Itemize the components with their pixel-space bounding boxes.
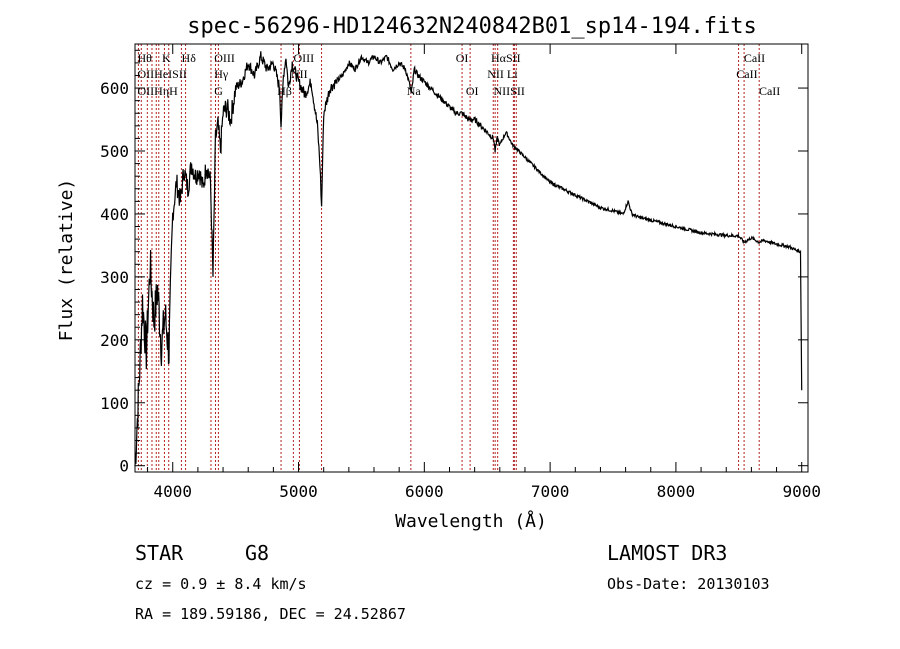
x-axis-label: Wavelength (Å) [395, 510, 547, 532]
marker-label-row1-d: OIII [214, 51, 235, 65]
marker-label-row3-a: OIIHηH [138, 84, 179, 98]
spectrum-line [134, 51, 803, 467]
y-tick-label: 400 [100, 205, 129, 224]
marker-label-row3-d: Na [407, 84, 422, 98]
observation-date: Obs-Date: 20130103 [607, 575, 770, 593]
marker-label-row1-e: OIII [294, 51, 315, 65]
y-tick-label: 300 [100, 268, 129, 287]
y-tick-label: 500 [100, 142, 129, 161]
marker-label-row1-c: Hδ [182, 51, 197, 65]
marker-label-row2-a: OIIHeISII [138, 67, 187, 81]
marker-label-row3-g: CaII [759, 84, 780, 98]
coordinates: RA = 189.59186, DEC = 24.52867 [135, 605, 406, 623]
marker-label-row1-b: K [162, 51, 171, 65]
chart-title: spec-56296-HD124632N240842B01_sp14-194.f… [187, 14, 757, 39]
y-tick-label: 600 [100, 79, 129, 98]
marker-label-row1-a: Hθ [138, 51, 153, 65]
marker-label-row3-b: G [214, 84, 223, 98]
object-subclass: G8 [245, 541, 269, 565]
object-class: STAR [135, 541, 184, 565]
x-tick-label: 8000 [657, 482, 696, 501]
marker-label-row3-c: Hβ [277, 84, 292, 98]
marker-label-row3-e: OI [466, 84, 479, 98]
y-axis-label: Flux (relative) [56, 179, 77, 342]
y-tick-label: 200 [100, 331, 129, 350]
y-tick-label: 0 [119, 457, 129, 476]
survey-name: LAMOST DR3 [607, 541, 727, 565]
marker-label-row2-d: NII Li [487, 67, 518, 81]
marker-label-row2-b: Hγ [214, 67, 229, 81]
x-tick-label: 6000 [405, 482, 444, 501]
marker-label-row1-g: HαSII [491, 51, 521, 65]
x-axis-ticks: 4000 5000 6000 7000 8000 9000 [147, 44, 821, 501]
redshift-info: cz = 0.9 ± 8.4 km/s [135, 575, 307, 593]
x-tick-label: 4000 [153, 482, 192, 501]
marker-label-row1-h: CaII [744, 51, 765, 65]
x-tick-label: 9000 [782, 482, 821, 501]
line-markers [137, 44, 760, 472]
marker-label-row2-e: CaII [736, 67, 757, 81]
y-axis-ticks: 0 100 200 300 400 500 600 [100, 49, 808, 476]
y-tick-label: 100 [100, 394, 129, 413]
marker-label-row1-f: OI [456, 51, 469, 65]
marker-label-row3-f: NIISII [494, 84, 525, 98]
plot-frame [134, 43, 809, 473]
x-tick-label: 7000 [531, 482, 570, 501]
x-tick-label: 5000 [279, 482, 318, 501]
